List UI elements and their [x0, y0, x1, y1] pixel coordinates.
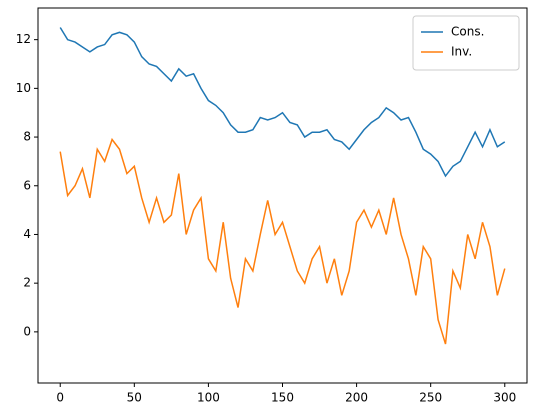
x-tick-label: 150: [271, 391, 294, 405]
legend-label: Inv.: [451, 45, 472, 59]
series-line: [59, 27, 506, 178]
y-tick-label: 6: [23, 178, 31, 192]
x-tick-label: 300: [493, 391, 516, 405]
x-tick-label: 50: [127, 391, 142, 405]
y-tick-label: 10: [16, 81, 31, 95]
legend-box: [412, 15, 520, 71]
y-tick-label: 12: [16, 32, 31, 46]
series-line: [59, 137, 506, 345]
legend-label: Cons.: [451, 25, 484, 39]
x-tick-label: 100: [197, 391, 220, 405]
y-tick-label: 8: [23, 130, 31, 144]
x-tick-label: 250: [419, 391, 442, 405]
x-tick-label: 200: [345, 391, 368, 405]
y-tick-label: 2: [23, 276, 31, 290]
y-tick-label: 0: [23, 324, 31, 338]
y-tick-label: 4: [23, 227, 31, 241]
x-tick-label: 0: [56, 391, 64, 405]
